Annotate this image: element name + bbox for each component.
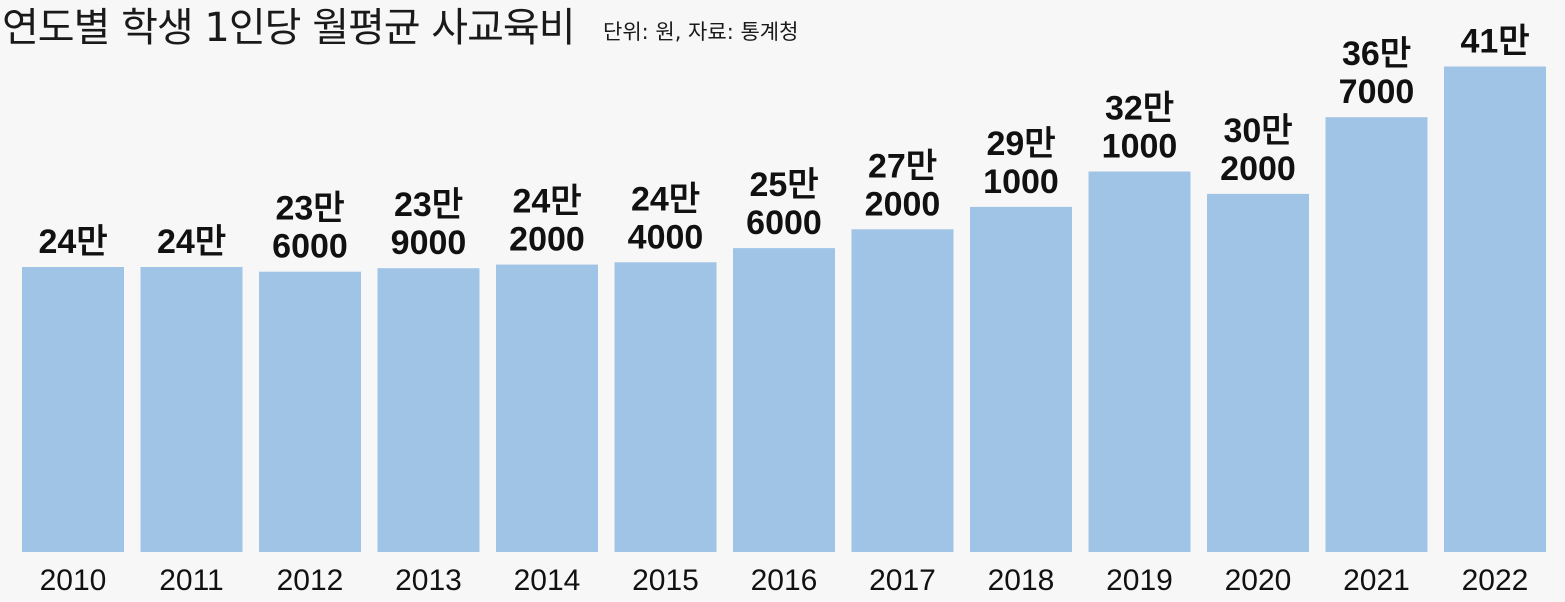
value-label-2014-line2: 2000 [509,221,585,259]
chart-subtitle: 단위: 원, 자료: 통계청 [603,20,799,44]
value-label-2020-line1: 30만 [1223,112,1292,150]
value-label-2017-line1: 27만 [868,147,937,185]
value-label-2016-line1: 25만 [749,166,818,204]
bar-2019 [1088,171,1191,552]
x-tick-label-2012: 2012 [277,564,344,597]
value-label-2019-line1: 32만 [1105,90,1174,128]
x-tick-label-2021: 2021 [1343,564,1410,597]
bar-2018 [970,206,1072,552]
x-tick-label-2016: 2016 [751,564,818,597]
value-label-2011: 24만 [157,223,226,261]
value-label-2014-line1: 24만 [512,183,581,221]
value-label-2019-line2: 1000 [1102,128,1178,166]
value-label-2021-line1: 36만 [1342,35,1411,73]
x-tick-label-2015: 2015 [632,564,699,597]
bar-2020 [1207,193,1309,552]
value-label-2012-line1: 23만 [275,190,344,228]
value-label-2013-line1: 23만 [394,186,463,224]
value-label-2018-line2: 1000 [983,163,1059,201]
value-label-2022: 41만 [1460,23,1529,61]
x-tick-label-2010: 2010 [40,564,107,597]
value-label-2015-line2: 4000 [628,218,704,256]
value-label-2017-line2: 2000 [865,185,941,223]
bar-2022 [1444,66,1546,552]
value-label-2010: 24만 [38,223,107,261]
value-label-2013-line2: 9000 [391,224,467,262]
value-label-2012-line2: 6000 [272,228,348,266]
bar-2011 [140,267,243,552]
x-tick-label-2011: 2011 [159,564,224,597]
value-label-2020-line2: 2000 [1220,150,1296,188]
x-tick-label-2017: 2017 [869,564,936,597]
x-tick-label-2022: 2022 [1462,564,1529,597]
bar-2016 [733,248,835,552]
x-tick-label-2018: 2018 [988,564,1055,597]
value-label-2016-line2: 6000 [746,204,822,242]
chart-title: 연도별 학생 1인당 월평균 사교육비 [2,5,576,51]
value-label-2021-line2: 7000 [1339,73,1415,111]
value-label-2018-line1: 29만 [986,125,1055,163]
bar-2015 [614,262,717,552]
bar-2010 [22,267,124,552]
bar-2013 [377,268,480,552]
x-tick-label-2014: 2014 [514,564,581,597]
bar-2012 [259,271,361,552]
bar-2021 [1325,117,1428,552]
bar-2014 [496,264,598,552]
x-tick-label-2020: 2020 [1225,564,1292,597]
value-label-2015-line1: 24만 [631,180,700,218]
x-tick-label-2013: 2013 [395,564,462,597]
bar-2017 [851,229,954,553]
x-tick-label-2019: 2019 [1106,564,1173,597]
